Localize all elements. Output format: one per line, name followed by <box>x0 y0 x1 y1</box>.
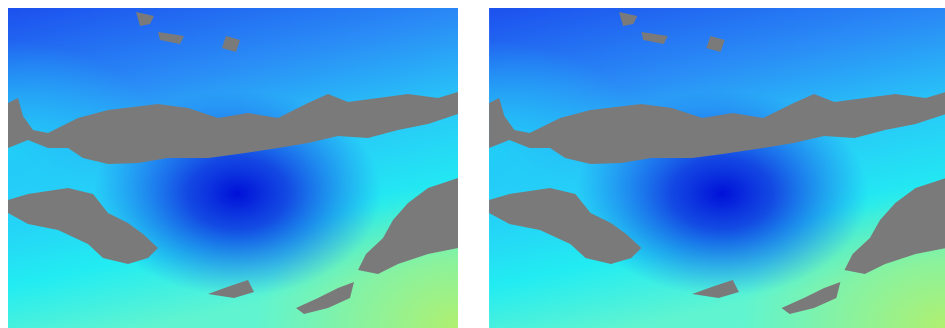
map-panel-right <box>489 8 945 328</box>
map-panel-left <box>8 8 458 328</box>
